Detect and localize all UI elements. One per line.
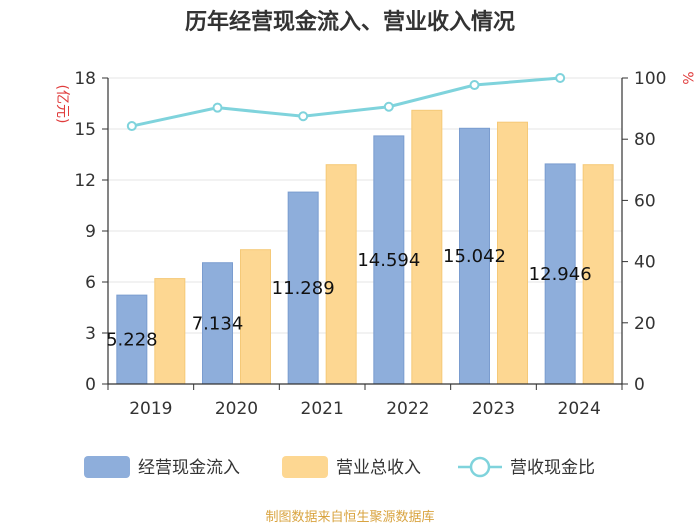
data-label-2022: 14.594 [357, 250, 420, 271]
cash-inflow-bar-2023 [459, 127, 490, 385]
left-tick-label: 0 [85, 375, 96, 395]
cash-inflow-bar-2024 [544, 163, 576, 385]
x-tick-label-2024: 2024 [558, 399, 601, 419]
left-tick-label: 6 [85, 273, 96, 293]
right-tick-label: 40 [634, 253, 656, 273]
cash-inflow-bar-2020 [202, 262, 233, 385]
x-tick-label-2023: 2023 [472, 399, 515, 419]
ratio-point-2024 [555, 73, 566, 83]
right-tick-label: 20 [634, 314, 656, 334]
source-note: 制图数据来自恒生聚源数据库 [265, 510, 435, 525]
legend-swatch-cash-inflow [84, 456, 130, 478]
data-label-2024: 12.946 [529, 264, 592, 285]
data-labels: 5.228 7.134 11.289 14.594 15.042 12.946 [106, 246, 592, 350]
right-tick-label: 100 [634, 69, 666, 89]
revenue-bar-2019 [154, 278, 186, 385]
data-label-2020: 7.134 [192, 313, 244, 334]
bars [116, 109, 614, 385]
x-tick-label-2020: 2020 [215, 399, 258, 419]
left-axis-unit-label: (亿元) [54, 85, 70, 124]
right-tick-label: 80 [634, 130, 656, 150]
x-tick-label-2021: 2021 [301, 399, 344, 419]
chart-title: 历年经营现金流入、营业收入情况 [184, 10, 515, 35]
cash-inflow-bar-2022 [373, 135, 405, 385]
ratio-point-2019 [126, 121, 137, 132]
left-tick-label: 18 [74, 69, 96, 89]
right-tick-label: 60 [634, 191, 656, 211]
cash-inflow-bar-2019 [116, 294, 148, 385]
left-tick-label: 15 [74, 120, 96, 140]
ratio-point-2021 [298, 111, 309, 122]
legend-label-cash-inflow: 经营现金流入 [138, 458, 240, 478]
revenue-bar-2022 [411, 109, 443, 385]
revenue-bar-2021 [325, 164, 357, 385]
left-tick-label: 9 [85, 222, 96, 242]
left-tick-label: 3 [85, 324, 96, 344]
ratio-point-2022 [383, 101, 394, 112]
revenue-bar-2023 [497, 121, 528, 385]
axes: 0 3 6 9 12 15 18 0 20 40 60 80 100 2019 2020 2021 2022 20… [54, 69, 695, 419]
legend-label-ratio: 营收现金比 [510, 458, 595, 478]
x-tick-label-2022: 2022 [386, 399, 429, 419]
x-tick-label-2019: 2019 [129, 399, 172, 419]
ratio-line-path [131, 76, 561, 128]
right-tick-label: 0 [634, 375, 645, 395]
legend: 经营现金流入 营业总收入 营收现金比 [84, 456, 595, 478]
data-label-2019: 5.228 [106, 330, 158, 351]
ratio-point-2023 [469, 80, 480, 91]
right-axis-unit-label: % [679, 71, 695, 84]
data-label-2021: 11.289 [272, 278, 335, 299]
legend-swatch-ratio-marker [469, 456, 491, 478]
revenue-bar-2020 [240, 249, 271, 385]
ratio-line [126, 73, 566, 132]
legend-label-revenue: 营业总收入 [336, 458, 421, 478]
legend-swatch-revenue [282, 456, 328, 478]
left-tick-label: 12 [74, 171, 96, 191]
data-label-2023: 15.042 [443, 246, 506, 267]
ratio-point-2020 [212, 102, 223, 113]
